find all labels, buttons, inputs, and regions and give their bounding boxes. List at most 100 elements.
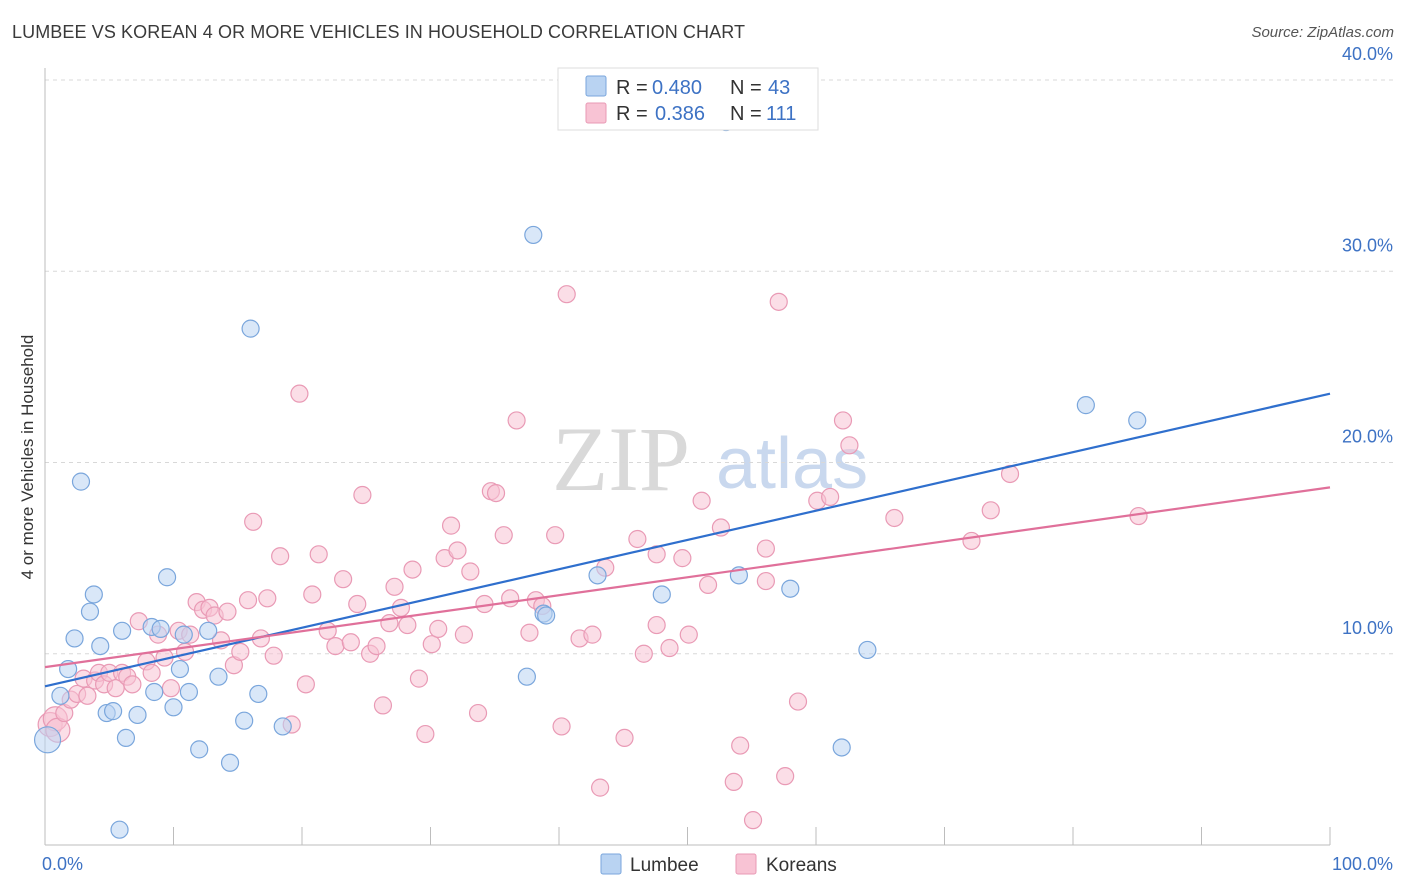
koreans-point [334, 570, 353, 589]
watermark: ZIP atlas [552, 408, 868, 510]
y-tick-label: 10.0% [1342, 618, 1393, 638]
koreans-point [403, 560, 422, 579]
lumbee-point [110, 820, 129, 839]
y-tick-label: 30.0% [1342, 235, 1393, 255]
x-tick-label-min: 0.0% [42, 854, 83, 874]
lumbee-point [235, 711, 254, 730]
legend-r-label-lumbee: R = [616, 77, 648, 99]
lumbee-point [71, 472, 91, 491]
lumbee-point [145, 682, 164, 702]
lumbee-points [33, 112, 1147, 839]
lumbee-point [524, 225, 543, 245]
koreans-point [78, 686, 97, 705]
lumbee-point [51, 686, 70, 705]
grid [45, 79, 1395, 655]
koreans-point [743, 811, 763, 830]
koreans-point [494, 526, 513, 545]
koreans-point [341, 633, 360, 652]
koreans-point [557, 285, 576, 304]
koreans-point [441, 516, 461, 535]
koreans-point [634, 644, 653, 663]
koreans-point [258, 589, 277, 608]
trend-lines [44, 392, 1331, 688]
lumbee-point [517, 667, 536, 686]
koreans-point [244, 512, 263, 531]
koreans-point [238, 591, 258, 610]
koreans-point [821, 487, 840, 507]
watermark-atlas: atlas [716, 424, 868, 504]
koreans-point [981, 501, 1000, 520]
lumbee-point [832, 738, 851, 757]
chart-source: Source: ZipAtlas.com [1251, 24, 1394, 41]
koreans-point [264, 646, 283, 665]
koreans-point [769, 292, 788, 311]
y-axis-label: 4 or more Vehicles in Household [18, 335, 37, 580]
koreans-point [486, 484, 506, 503]
koreans-point [309, 545, 328, 564]
legend-r-value-lumbee: 0.480 [652, 77, 702, 99]
koreans-point [756, 539, 775, 558]
lumbee-point [220, 753, 240, 772]
koreans-point [833, 411, 853, 430]
legend-n-label-koreans: N = [730, 103, 762, 125]
koreans-point [422, 635, 441, 654]
lumbee-point [128, 705, 147, 725]
koreans-point [692, 491, 711, 510]
koreans-point [788, 692, 808, 711]
koreans-point [698, 575, 718, 595]
koreans-point [454, 625, 474, 644]
watermark-zip: ZIP [552, 408, 690, 510]
legend-n-label-lumbee: N = [730, 77, 762, 99]
lumbee-point [164, 698, 183, 717]
lumbee-point [84, 585, 103, 604]
koreans-point [660, 638, 679, 658]
koreans-point [591, 778, 610, 797]
koreans-point [123, 675, 142, 694]
koreans-point [546, 526, 565, 545]
koreans-point [647, 615, 666, 635]
koreans-point [391, 598, 411, 617]
lumbee-point [249, 684, 268, 704]
koreans-point [520, 623, 539, 642]
koreans-point [373, 696, 393, 715]
koreans-point [385, 577, 404, 596]
koreans-point [583, 625, 602, 644]
legend-swatch-koreans [585, 102, 607, 124]
lumbee-point [157, 568, 177, 587]
koreans-point [161, 679, 181, 698]
lumbee-point [588, 566, 607, 585]
koreans-point [448, 541, 467, 560]
lumbee-point [199, 621, 218, 640]
chart-title: LUMBEE VS KOREAN 4 OR MORE VEHICLES IN H… [12, 22, 746, 42]
koreans-point [552, 717, 571, 736]
lumbee-point [104, 702, 123, 721]
legend-n-value-lumbee: 43 [768, 77, 790, 99]
lumbee-point [151, 619, 170, 638]
lumbee-point [179, 682, 199, 702]
koreans-point [501, 589, 520, 608]
koreans-point [679, 625, 698, 644]
koreans-point [885, 508, 904, 528]
y-tick-label: 40.0% [1342, 44, 1393, 64]
bottom-legend-swatch-lumbee [600, 853, 622, 875]
lumbee-point [91, 636, 110, 656]
koreans-point [409, 669, 429, 688]
koreans-point [429, 619, 448, 638]
lumbee-point [209, 667, 228, 686]
lumbee-point [1076, 396, 1095, 415]
lumbee-point [1128, 411, 1147, 430]
x-axis-ticks [173, 827, 1331, 845]
koreans-point [756, 571, 775, 591]
lumbee-point [537, 606, 556, 625]
legend-swatch-lumbee [585, 75, 607, 97]
legend: R = 0.480 N = 43 R = 0.386 N = 111 [557, 67, 819, 131]
bottom-legend-swatch-koreans [735, 853, 757, 875]
koreans-point [461, 562, 480, 581]
koreans-point [628, 529, 647, 549]
koreans-point [348, 594, 367, 614]
koreans-point [218, 602, 237, 621]
lumbee-point [241, 319, 260, 338]
koreans-point [326, 636, 345, 656]
lumbee-point [112, 621, 132, 640]
